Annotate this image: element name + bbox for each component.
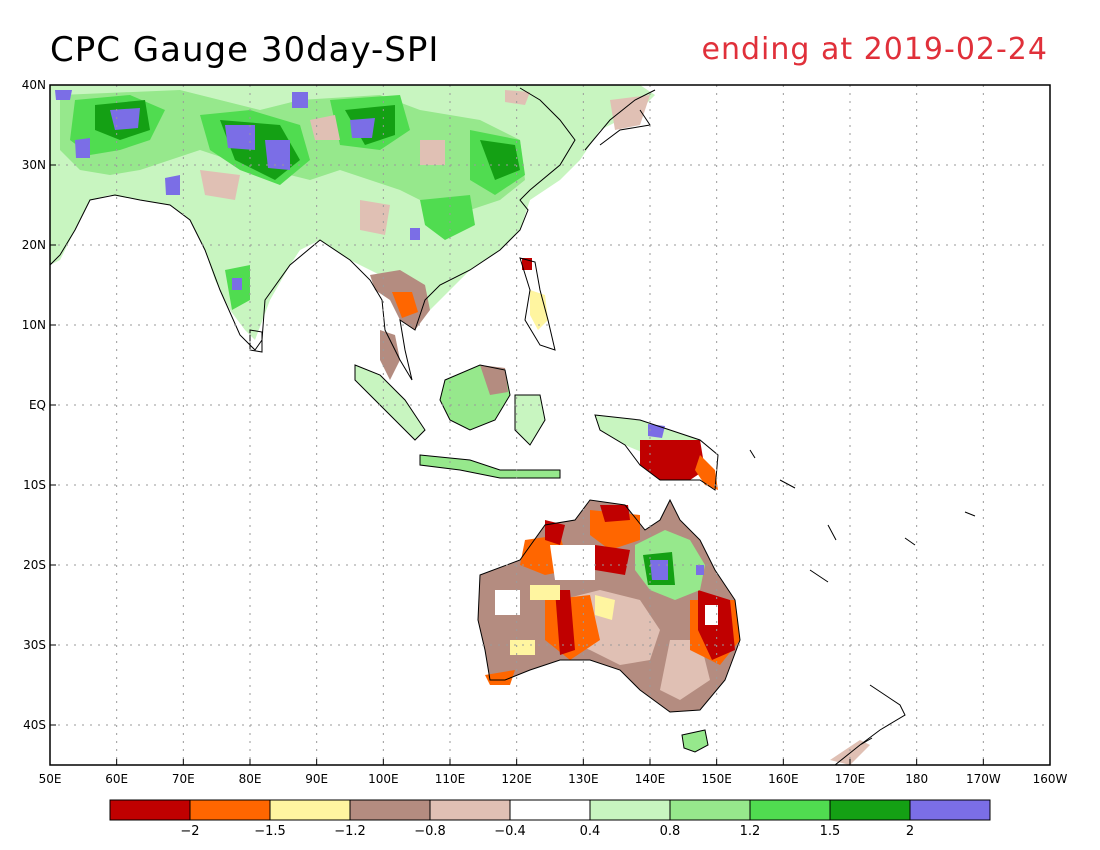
coast-tasmania <box>681 729 709 753</box>
longitude-label: 160E <box>768 772 799 786</box>
colorbar-swatch <box>109 799 191 821</box>
coast-borneo <box>439 364 511 431</box>
coast-java <box>419 454 561 479</box>
colorbar-swatch <box>349 799 431 821</box>
colorbar-label: −1.5 <box>254 824 286 839</box>
coast-korea-japan <box>584 89 656 151</box>
coast-new-zealand <box>834 684 906 765</box>
coast-asia <box>50 87 576 381</box>
colorbar-swatch <box>829 799 911 821</box>
longitude-label: 100E <box>368 772 399 786</box>
longitude-label: 90E <box>305 772 328 786</box>
map-date-subtitle: ending at 2019-02-24 <box>701 32 1048 67</box>
australia-moderate-dry <box>510 585 615 655</box>
longitude-label: 110E <box>435 772 466 786</box>
new-guinea-extreme-dry <box>640 440 705 480</box>
colorbar-swatch <box>429 799 511 821</box>
colorbar-swatch <box>189 799 271 821</box>
latitude-label: 30S <box>23 638 46 652</box>
australia-very-dry <box>485 510 740 685</box>
longitude-label: 170E <box>835 772 866 786</box>
colorbar-label: 1.5 <box>820 824 841 839</box>
java-wet <box>420 455 560 478</box>
colorbar-swatch <box>589 799 671 821</box>
longitude-label: 120E <box>501 772 532 786</box>
coast-australia <box>477 498 741 713</box>
indochina-dry <box>370 270 430 380</box>
spi-shading-layer <box>50 85 870 765</box>
longitude-label: 160W <box>1033 772 1068 786</box>
philippines-dry <box>530 290 548 330</box>
latitude-label: 20N <box>22 238 46 252</box>
longitude-label: 170W <box>966 772 1001 786</box>
coast-sumatra <box>354 364 426 441</box>
colorbar-swatch <box>669 799 751 821</box>
longitude-label: 60E <box>105 772 128 786</box>
latitude-label: 10S <box>23 478 46 492</box>
coast-pacific-islands <box>749 449 976 583</box>
latitude-label: 40N <box>22 78 46 92</box>
colorbar-label: −0.8 <box>414 824 446 839</box>
asia-extreme-wet-green <box>95 100 520 180</box>
map-frame <box>49 84 1051 766</box>
asia-dry-patches <box>200 90 650 235</box>
coast-sri-lanka <box>249 329 263 353</box>
longitude-label: 180 <box>905 772 928 786</box>
latitude-label: 20S <box>23 558 46 572</box>
coast-new-guinea <box>594 414 719 491</box>
sumatra-mixed <box>355 365 425 440</box>
asia-extreme-wet-purple <box>55 90 420 290</box>
colorbar-swatch <box>749 799 831 821</box>
latitude-label: 10N <box>22 318 46 332</box>
map-title: CPC Gauge 30day-SPI <box>50 30 440 70</box>
coast-philippines <box>519 257 556 351</box>
latitude-label: 40S <box>23 718 46 732</box>
colorbar-label: −0.4 <box>494 824 526 839</box>
longitude-label: 140E <box>635 772 666 786</box>
new-guinea-extreme-wet <box>648 424 665 438</box>
tasmania-wet <box>682 730 708 752</box>
graticule <box>50 85 1050 765</box>
coastlines <box>50 87 976 765</box>
colorbar-swatch <box>909 799 991 821</box>
longitude-label: 80E <box>239 772 262 786</box>
longitude-label: 50E <box>39 772 62 786</box>
longitude-label: 70E <box>172 772 195 786</box>
longitude-tick-labels: 50E 60E 70E 80E 90E 100E 110E 120E 130E 140E 150E 1… <box>39 759 1068 786</box>
latitude-label: EQ <box>29 398 46 412</box>
colorbar: −2 −1.5 −1.2 −0.8 −0.4 0.4 0.8 1.2 1.5 2 <box>109 799 991 839</box>
queensland-extreme-wet <box>650 560 704 580</box>
colorbar-label: 1.2 <box>740 824 761 839</box>
colorbar-label: 0.4 <box>580 824 601 839</box>
coast-sulawesi <box>514 394 546 446</box>
colorbar-label: 0.8 <box>660 824 681 839</box>
colorbar-label: 2 <box>906 824 914 839</box>
colorbar-label: −2 <box>180 824 199 839</box>
colorbar-label: −1.2 <box>334 824 366 839</box>
colorbar-swatch <box>269 799 351 821</box>
latitude-tick-labels: 40N 30N 20N 10N EQ 10S 20S 30S 40S <box>22 78 56 732</box>
longitude-label: 130E <box>568 772 599 786</box>
indochina-very-dry <box>392 292 418 318</box>
borneo-dry <box>480 365 508 395</box>
longitude-label: 150E <box>701 772 732 786</box>
latitude-label: 30N <box>22 158 46 172</box>
colorbar-swatch <box>509 799 591 821</box>
new-guinea-very-dry <box>695 455 718 490</box>
